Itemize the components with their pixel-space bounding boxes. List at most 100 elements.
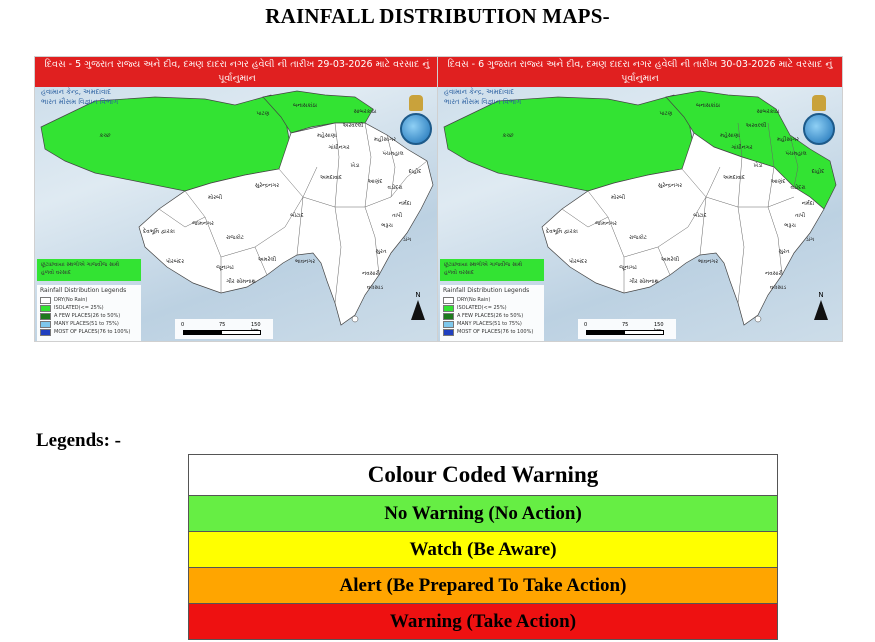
district-label: અમરેલી xyxy=(661,256,680,263)
warning-row: Warning (Take Action) xyxy=(188,603,778,640)
district-label: ખેડા xyxy=(754,162,764,169)
table-title: Colour Coded Warning xyxy=(188,454,778,496)
district-label: વલસાડ xyxy=(367,285,383,291)
district-label: કચ્છ xyxy=(99,133,111,139)
district-label: અરવલ્લી xyxy=(746,122,767,129)
warning-watch: Watch (Be Aware) xyxy=(188,531,778,568)
district-label: વડોદરા xyxy=(790,184,806,191)
rainfall-legend-title: Rainfall Distribution Legends xyxy=(443,287,530,294)
legend-row: MANY PLACES(51 to 75%) xyxy=(443,320,541,328)
district-label: વલસાડ xyxy=(770,285,786,291)
legend-row: MOST OF PLACES(76 to 100%) xyxy=(40,328,138,336)
scale-bar: 0 75 150 km xyxy=(175,319,273,339)
district-label: ડાંગ xyxy=(403,236,411,243)
north-arrow-icon: N xyxy=(409,291,427,321)
district-label: નર્મદા xyxy=(802,200,815,207)
district-label: બોટાદ xyxy=(290,212,303,219)
district-label: ભાવનગર xyxy=(698,259,718,265)
warning-row: No Warning (No Action) xyxy=(188,495,778,532)
legends-label: Legends: - xyxy=(36,430,121,451)
legend-row: DRY(No Rain) xyxy=(443,296,541,304)
district-label: દેવભૂમિ દ્વારકા xyxy=(143,228,176,235)
district-label: જૂનાગઢ xyxy=(619,265,637,271)
legend-label: A FEW PLACES(26 to 50%) xyxy=(457,313,524,319)
district-label: સુરત xyxy=(779,249,790,255)
district-label: અમદાવાદ xyxy=(320,175,342,181)
district-label: પાટણ xyxy=(257,111,270,117)
district-label: દાહોદ xyxy=(409,168,422,175)
imd-emblem-icon xyxy=(802,95,836,145)
legend-label: ISOLATED(<= 25%) xyxy=(54,305,104,311)
legend-label: MOST OF PLACES(76 to 100%) xyxy=(457,329,534,335)
forecast-label-line-2: હળવો વરસાદ xyxy=(444,270,474,276)
forecast-label-line-1: છૂટાછવાયા સ્થળોએ ગાજવીજ સાથે xyxy=(41,262,120,268)
district-label: જામનગર xyxy=(595,221,617,227)
warning-row: Alert (Be Prepared To Take Action) xyxy=(188,567,778,604)
scale-tick: 75 xyxy=(219,322,226,328)
legend-label: A FEW PLACES(26 to 50%) xyxy=(54,313,121,319)
rainfall-map-day5: કચ્છ બનાસકાંઠા પાટણ સાબરકાંઠા મહેસાણા મોરબી સુ… xyxy=(34,56,440,342)
org-line-1: હવામાન કેન્દ્ર, અમદાવાદ xyxy=(41,88,112,96)
district-label: મોરબી xyxy=(208,194,223,201)
forecast-label-box: છૂટાછવાયા સ્થળોએ ગાજવીજ સાથે હળવો વરસાદ xyxy=(37,259,141,281)
legend-label: DRY(No Rain) xyxy=(54,297,88,303)
district-label: સુરેન્દ્રનગર xyxy=(255,182,279,189)
district-label: બનાસકાંઠા xyxy=(696,102,721,109)
legend-label: MANY PLACES(51 to 75%) xyxy=(457,321,522,327)
legend-row: MANY PLACES(51 to 75%) xyxy=(40,320,138,328)
scale-bar: 0 75 150 km xyxy=(578,319,676,339)
district-label: પોરબંદર xyxy=(569,258,587,265)
district-label: મહીસાગર xyxy=(374,136,396,143)
district-label: રાજકોટ xyxy=(226,234,245,241)
org-name: હવામાન કેન્દ્ર, અમદાવાદ ભારત મૌસમ વિજ્ઞા… xyxy=(41,87,118,107)
scale-tick: 0 xyxy=(181,322,185,328)
district-label: વડોદરા xyxy=(387,184,403,191)
district-label: મોરબી xyxy=(611,194,626,201)
warning-alert: Alert (Be Prepared To Take Action) xyxy=(188,567,778,604)
org-name: હવામાન કેન્દ્ર, અમદાવાદ ભારત મૌસમ વિજ્ઞા… xyxy=(444,87,521,107)
legend-row: ISOLATED(<= 25%) xyxy=(40,304,138,312)
district-label: સાબરકાંઠા xyxy=(757,108,780,115)
district-boundaries xyxy=(158,122,428,304)
warning-row: Watch (Be Aware) xyxy=(188,531,778,568)
page-title: RAINFALL DISTRIBUTION MAPS- xyxy=(265,4,610,28)
district-label: ડાંગ xyxy=(806,236,814,243)
district-label: મહેસાણા xyxy=(317,132,337,139)
rainfall-legend-title: Rainfall Distribution Legends xyxy=(40,287,127,294)
district-label: ગાંધીનગર xyxy=(328,144,349,151)
legend-label: DRY(No Rain) xyxy=(457,297,491,303)
forecast-label-line-2: હળવો વરસાદ xyxy=(41,270,71,276)
district-label: સુરત xyxy=(376,249,387,255)
district-label: આણંદ xyxy=(368,178,383,185)
district-boundaries xyxy=(561,122,799,304)
district-label: તાપી xyxy=(392,212,403,219)
north-label: N xyxy=(415,291,421,299)
district-label: ભાવનગર xyxy=(295,259,315,265)
org-line-2: ભારત મૌસમ વિજ્ઞાન વિભાગ xyxy=(41,98,119,106)
district-label: ગાંધીનગર xyxy=(731,144,752,151)
rainfall-map-day6: કચ્છ બનાસકાંઠા પાટણ સાબરકાંઠા મહેસાણા મોરબી સુ… xyxy=(437,56,843,342)
rainfall-legend: Rainfall Distribution Legends DRY(No Rai… xyxy=(37,285,141,341)
imd-emblem-icon xyxy=(399,95,433,145)
district-label: રાજકોટ xyxy=(629,234,648,241)
org-line-2: ભારત મૌસમ વિજ્ઞાન વિભાગ xyxy=(444,98,522,106)
district-label: દાહોદ xyxy=(812,168,825,175)
forecast-label-line-1: છૂટાછવાયા સ્થળોએ ગાજવીજ સાથે xyxy=(444,262,523,268)
district-label: ભરૂચ xyxy=(784,223,796,229)
district-label: પાટણ xyxy=(660,111,673,117)
north-label: N xyxy=(818,291,824,299)
north-arrow-icon: N xyxy=(812,291,830,321)
mainland-gujarat xyxy=(541,132,825,326)
district-label: મહેસાણા xyxy=(720,132,740,139)
district-label: ગીર સોમનાથ xyxy=(226,278,256,285)
district-label: અરવલ્લી xyxy=(343,122,364,129)
colour-coded-warning-table: Colour Coded Warning No Warning (No Acti… xyxy=(188,454,778,640)
district-label: નવસારી xyxy=(765,270,783,277)
district-label: સુરેન્દ્રનગર xyxy=(658,182,682,189)
rainfall-legend: Rainfall Distribution Legends DRY(No Rai… xyxy=(440,285,544,341)
district-label: જૂનાગઢ xyxy=(216,265,234,271)
district-label: ભરૂચ xyxy=(381,223,393,229)
district-label: ખેડા xyxy=(351,162,361,169)
table-title-row: Colour Coded Warning xyxy=(188,454,778,496)
district-label: કચ્છ xyxy=(502,133,514,139)
